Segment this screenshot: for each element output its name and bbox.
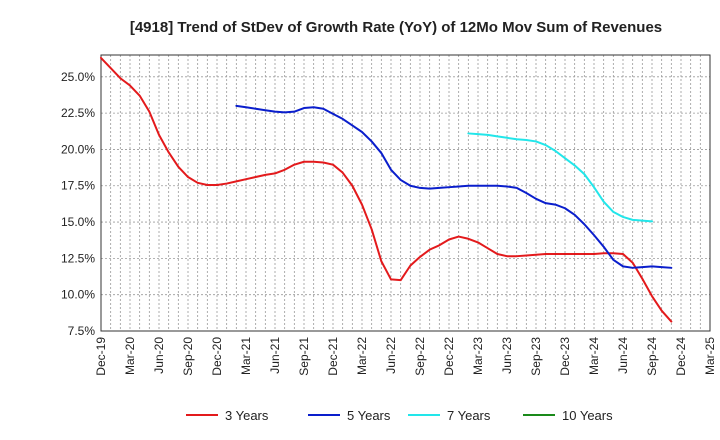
x-tick-label: Dec-24 <box>674 337 688 376</box>
y-tick-label: 17.5% <box>61 179 95 193</box>
x-tick-label: Sep-21 <box>297 337 311 376</box>
y-tick-label: 10.0% <box>61 288 95 302</box>
x-tick-label: Mar-21 <box>239 337 253 375</box>
x-tick-label: Dec-23 <box>558 337 572 376</box>
chart-title: [4918] Trend of StDev of Growth Rate (Yo… <box>130 19 662 36</box>
x-axis-tick-labels: Dec-19 Mar-20 Jun-20 Sep-20 Dec-20 Mar-21 Jun-… <box>94 337 717 376</box>
x-tick-label: Dec-19 <box>94 337 108 376</box>
plot-area <box>101 55 710 331</box>
x-tick-label: Sep-22 <box>413 337 427 376</box>
y-tick-label: 15.0% <box>61 215 95 229</box>
legend: 3 Years 5 Years 7 Years 10 Years <box>186 408 613 423</box>
x-tick-label: Mar-22 <box>355 337 369 375</box>
x-tick-label: Sep-24 <box>645 337 659 376</box>
x-tick-label: Jun-22 <box>384 337 398 374</box>
x-tick-label: Jun-24 <box>616 337 630 374</box>
y-tick-label: 20.0% <box>61 142 95 156</box>
series-line-5-years <box>235 104 673 269</box>
x-tick-label: Mar-20 <box>123 337 137 375</box>
vertical-gridlines <box>110 55 701 331</box>
horizontal-gridlines <box>101 76 710 332</box>
x-tick-label: Jun-21 <box>268 337 282 374</box>
x-tick-label: Dec-22 <box>442 337 456 376</box>
x-tick-label: Mar-23 <box>471 337 485 375</box>
legend-label: 10 Years <box>562 408 613 423</box>
plot-background <box>101 55 710 331</box>
series-line-7-years <box>467 132 653 223</box>
x-tick-label: Mar-24 <box>587 337 601 375</box>
plot-border <box>100 54 711 332</box>
legend-label: 5 Years <box>347 408 391 423</box>
x-tick-label: Mar-25 <box>703 337 717 375</box>
legend-label: 7 Years <box>447 408 491 423</box>
series-line-3-years <box>100 56 673 323</box>
legend-label: 3 Years <box>225 408 269 423</box>
x-tick-label: Dec-21 <box>326 337 340 376</box>
y-tick-label: 7.5% <box>68 324 96 338</box>
x-tick-label: Jun-20 <box>152 337 166 374</box>
x-tick-label: Sep-20 <box>181 337 195 376</box>
y-tick-label: 25.0% <box>61 70 95 84</box>
x-tick-label: Jun-23 <box>500 337 514 374</box>
x-tick-label: Sep-23 <box>529 337 543 376</box>
series-lines <box>100 56 673 323</box>
x-tick-label: Dec-20 <box>210 337 224 376</box>
y-tick-label: 22.5% <box>61 106 95 120</box>
y-tick-label: 12.5% <box>61 251 95 265</box>
y-axis-tick-labels: 7.5% 10.0% 12.5% 15.0% 17.5% 20.0% 22.5% 25.0% <box>61 70 95 338</box>
